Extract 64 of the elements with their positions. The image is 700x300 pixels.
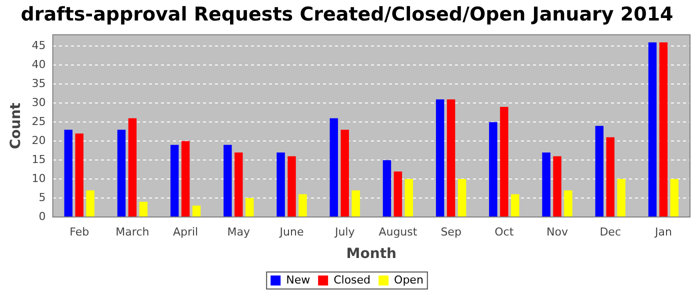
y-tick-label: 45: [32, 39, 46, 52]
bar: [458, 179, 466, 216]
bar: [246, 198, 254, 216]
bar: [542, 152, 550, 216]
bar: [139, 202, 148, 216]
bar: [617, 179, 626, 216]
bar: [276, 152, 285, 216]
x-tick-label: Feb: [70, 225, 90, 238]
y-tick-label: 5: [38, 190, 46, 204]
bar: [64, 130, 72, 216]
x-tick-label: May: [227, 225, 251, 238]
x-axis-title: Month: [346, 246, 396, 262]
bar: [595, 126, 604, 216]
bar: [500, 106, 508, 216]
bar: [86, 190, 94, 216]
x-tick-label: Jan: [654, 225, 672, 238]
y-tick-label: 30: [32, 96, 46, 109]
y-tick-label: 0: [38, 210, 46, 223]
bar: [288, 156, 296, 216]
y-tick-label: 15: [32, 152, 46, 166]
x-tick-label: Sep: [440, 225, 462, 238]
x-tick-label: March: [116, 225, 150, 238]
bar: [436, 99, 444, 216]
bar: [340, 130, 349, 216]
chart-title: drafts-approval Requests Created/Closed/Open January 2014: [20, 3, 674, 26]
x-tick-label: April: [172, 225, 198, 238]
x-tick-label: Oct: [494, 225, 514, 238]
y-tick-label: 10: [32, 172, 46, 185]
legend-label: New: [286, 273, 310, 286]
bar: [128, 118, 137, 216]
x-tick-label: August: [378, 225, 418, 238]
x-tick-label: Dec: [600, 225, 621, 238]
y-axis-title: Count: [8, 102, 24, 150]
bar: [659, 42, 668, 216]
x-tick-label: Nov: [546, 225, 568, 238]
bar: [192, 206, 201, 216]
legend-label: Open: [394, 273, 424, 286]
y-tick-label: 25: [32, 114, 46, 128]
bar: [606, 137, 614, 216]
bar: [553, 156, 562, 216]
bar: [352, 190, 360, 216]
bar: [224, 144, 232, 216]
y-tick-label: 20: [32, 134, 46, 147]
bar: [234, 152, 243, 216]
bar: [181, 141, 190, 216]
x-tick-label: June: [278, 225, 304, 238]
y-tick-label: 40: [32, 58, 46, 72]
bar: [564, 190, 572, 216]
bar: [117, 130, 126, 216]
bar: [670, 179, 679, 216]
bar: [404, 179, 414, 216]
y-tick-label: 35: [32, 77, 46, 90]
bar: [446, 99, 456, 216]
bar: [170, 144, 179, 216]
bar: [330, 118, 338, 216]
bar: [511, 194, 520, 216]
bar: [382, 160, 392, 216]
bar: [298, 194, 307, 216]
bar: [648, 42, 657, 216]
legend-label: Closed: [334, 273, 371, 286]
x-tick-label: July: [334, 225, 356, 238]
bar: [394, 171, 402, 216]
bar: [75, 133, 84, 216]
bar: [489, 122, 498, 216]
